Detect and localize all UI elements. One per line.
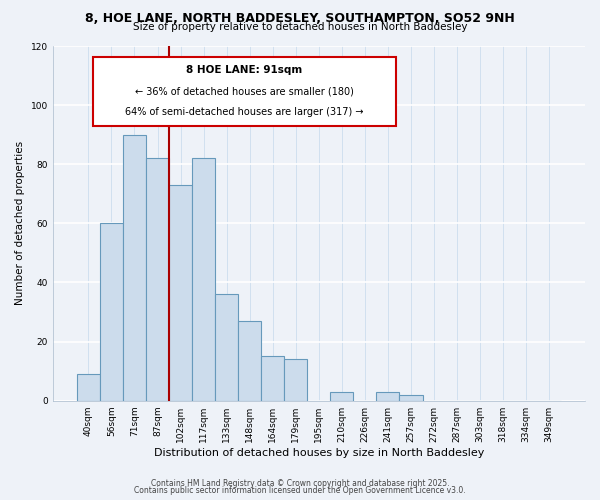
X-axis label: Distribution of detached houses by size in North Baddesley: Distribution of detached houses by size … bbox=[154, 448, 484, 458]
Text: Contains HM Land Registry data © Crown copyright and database right 2025.: Contains HM Land Registry data © Crown c… bbox=[151, 478, 449, 488]
Bar bbox=[192, 158, 215, 400]
Bar bbox=[284, 360, 307, 401]
Text: Size of property relative to detached houses in North Baddesley: Size of property relative to detached ho… bbox=[133, 22, 467, 32]
Text: ← 36% of detached houses are smaller (180): ← 36% of detached houses are smaller (18… bbox=[135, 86, 354, 96]
Bar bbox=[261, 356, 284, 401]
Text: Contains public sector information licensed under the Open Government Licence v3: Contains public sector information licen… bbox=[134, 486, 466, 495]
Bar bbox=[100, 224, 123, 400]
Bar bbox=[169, 185, 192, 400]
Bar bbox=[215, 294, 238, 401]
Text: 64% of semi-detached houses are larger (317) →: 64% of semi-detached houses are larger (… bbox=[125, 107, 364, 117]
Bar bbox=[146, 158, 169, 400]
Text: 8, HOE LANE, NORTH BADDESLEY, SOUTHAMPTON, SO52 9NH: 8, HOE LANE, NORTH BADDESLEY, SOUTHAMPTO… bbox=[85, 12, 515, 26]
Bar bbox=[238, 321, 261, 400]
Bar bbox=[376, 392, 400, 400]
Bar bbox=[77, 374, 100, 400]
Bar bbox=[400, 395, 422, 400]
Y-axis label: Number of detached properties: Number of detached properties bbox=[15, 142, 25, 306]
Bar bbox=[331, 392, 353, 400]
Bar bbox=[123, 134, 146, 400]
FancyBboxPatch shape bbox=[92, 56, 396, 126]
Text: 8 HOE LANE: 91sqm: 8 HOE LANE: 91sqm bbox=[186, 65, 302, 75]
